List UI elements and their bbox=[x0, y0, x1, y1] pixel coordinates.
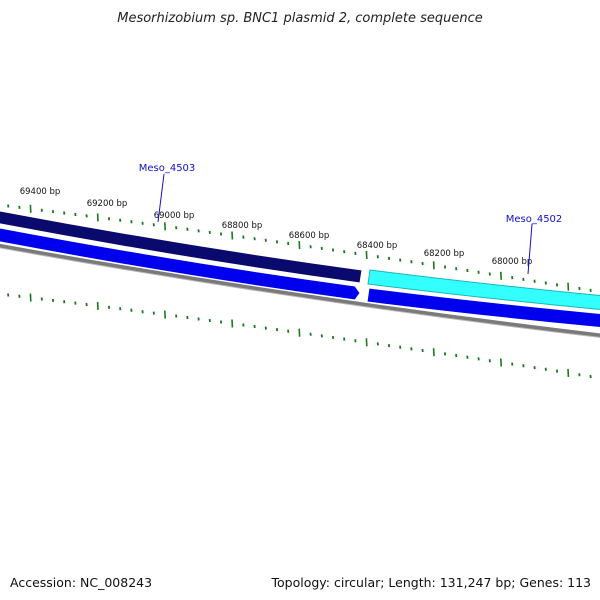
accession-text: Accession: NC_008243 bbox=[10, 575, 152, 590]
tick-label-69000: 69000 bp bbox=[154, 211, 195, 221]
tick-label-68400: 68400 bp bbox=[357, 241, 398, 251]
tick-label-68600: 68600 bp bbox=[289, 231, 330, 241]
genome-summary-text: Topology: circular; Length: 131,247 bp; … bbox=[271, 575, 592, 590]
tick-label-69400: 69400 bp bbox=[20, 187, 61, 197]
tick-label-69200: 69200 bp bbox=[87, 199, 128, 209]
tick-label-68000: 68000 bp bbox=[492, 257, 533, 267]
gene-meso-4502[interactable] bbox=[367, 269, 600, 311]
outer-ruler bbox=[7, 204, 592, 293]
gene-leader-line bbox=[157, 173, 165, 223]
gene-label-group: Meso_4503 Meso_4502 bbox=[139, 163, 563, 275]
reverse-gene-right[interactable] bbox=[366, 287, 600, 329]
gene-label-meso-4503[interactable]: Meso_4503 bbox=[139, 163, 196, 174]
gene-label-meso-4502[interactable]: Meso_4502 bbox=[506, 214, 563, 225]
genome-backbone-shade bbox=[0, 247, 600, 338]
inner-ruler bbox=[7, 293, 592, 379]
reverse-gene-left[interactable] bbox=[0, 227, 361, 301]
ruler-labels: 69400 bp 69200 bp 69000 bp 68800 bp 6860… bbox=[20, 187, 533, 267]
tick-label-68800: 68800 bp bbox=[222, 221, 263, 231]
tick-label-68200: 68200 bp bbox=[424, 249, 465, 259]
genome-backbone bbox=[0, 243, 600, 338]
map-title: Mesorhizobium sp. BNC1 plasmid 2, comple… bbox=[117, 11, 483, 26]
gene-meso-4503[interactable] bbox=[0, 210, 363, 284]
gene-leader-line bbox=[527, 223, 533, 275]
